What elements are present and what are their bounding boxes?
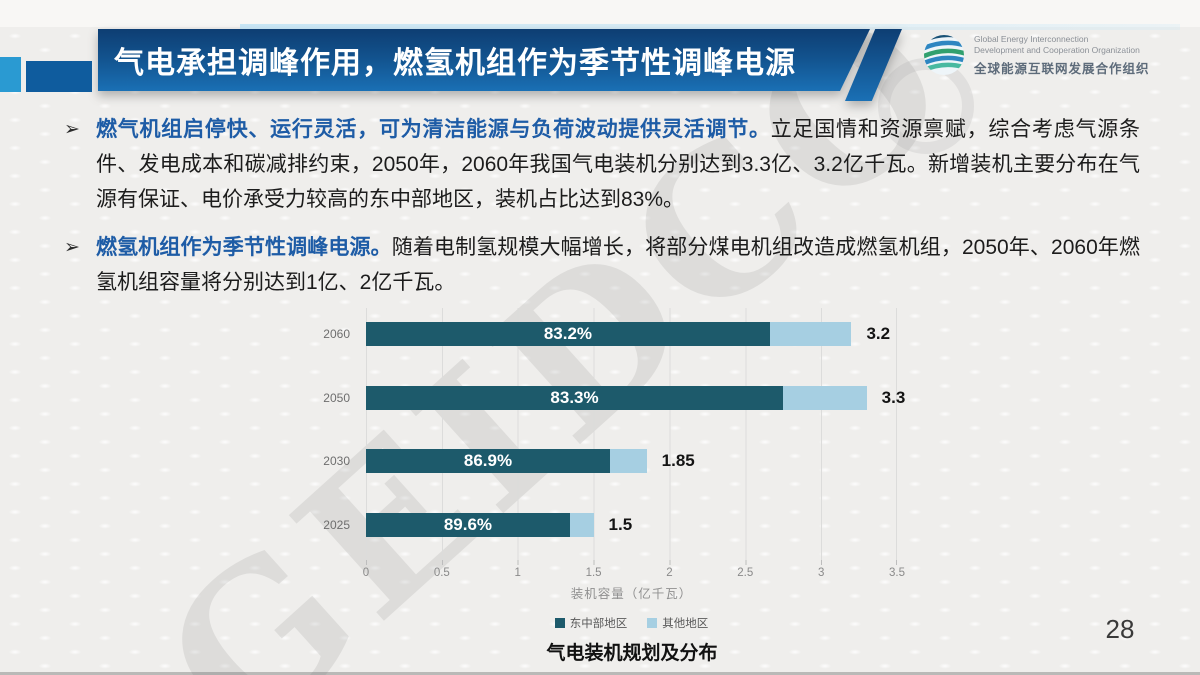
x-tick-label: 0.5	[433, 567, 450, 579]
deco-square-light	[0, 57, 21, 92]
chart-plot-area: 83.2% 3.2 83.3% 3.3 86.9% 1.85 89.6% 1.5	[366, 308, 905, 560]
org-name-en-line1: Global Energy Interconnection	[974, 33, 1089, 44]
bar-row-2025: 89.6% 1.5	[366, 513, 632, 537]
bullet-1-lead: 燃气机组启停快、运行灵活，可为清洁能源与负荷波动提供灵活调节。	[96, 118, 771, 141]
bar-percent-label: 89.6%	[443, 515, 493, 534]
bullet-arrow-icon: ➢	[64, 237, 80, 258]
top-strip	[0, 0, 1200, 27]
bullet-arrow-icon: ➢	[64, 119, 80, 140]
deco-square-dark	[26, 61, 92, 92]
page-number: 28	[1105, 614, 1135, 644]
x-tick-label: 0	[362, 567, 370, 579]
x-tick-label: 3	[817, 567, 825, 579]
org-name-en-line2: Development and Cooperation Organization	[974, 44, 1140, 55]
legend-swatch-icon	[554, 618, 565, 628]
bar-row-2050: 83.3% 3.3	[366, 386, 905, 410]
x-tick-label: 1	[514, 567, 521, 579]
chart-legend: 东中部地区 其他地区	[366, 615, 897, 631]
x-axis-tickmarks	[366, 560, 897, 565]
x-tick-label: 3.5	[889, 567, 905, 579]
bullet-2-rest: 随着电制氢规模大幅增长，将部分煤电机组改造成燃氢机组，2050年、2060年燃氢…	[96, 236, 1141, 294]
bar-segment-main: 89.6%	[366, 513, 570, 537]
bar-total-label: 3.3	[881, 388, 906, 407]
bar-segment-main: 83.3%	[366, 386, 784, 410]
bar-segment-other	[609, 449, 647, 473]
bar-segment-other	[569, 513, 594, 537]
bar-percent-label: 86.9%	[463, 451, 513, 470]
body-text: ➢ 燃气机组启停快、运行灵活，可为清洁能源与负荷波动提供灵活调节。立足国情和资源禀…	[64, 112, 1140, 300]
bullet-2-lead: 燃氢机组作为季节性调峰电源。	[96, 236, 392, 259]
title-banner-body: 气电承担调峰作用，燃氢机组作为季节性调峰电源	[98, 29, 870, 91]
bar-row-2060: 83.2% 3.2	[366, 322, 890, 346]
bar-percent-label: 83.2%	[543, 324, 593, 343]
bullet-2: ➢ 燃氢机组作为季节性调峰电源。随着电制氢规模大幅增长，将部分煤电机组改造成燃氢机…	[64, 230, 1140, 300]
category-label-2050: 2050	[323, 391, 350, 405]
bar-segment-main: 83.2%	[366, 322, 770, 346]
x-tick-label: 1.5	[585, 567, 602, 579]
x-axis-title: 装机容量（亿千瓦）	[570, 587, 693, 601]
bar-segment-other	[769, 322, 852, 346]
org-logo-text: Global Energy Interconnection Developmen…	[974, 34, 1150, 77]
legend-item-other: 其他地区	[647, 615, 708, 631]
org-name-zh: 全球能源互联网发展合作组织	[974, 61, 1150, 76]
bar-segment-main: 86.9%	[366, 449, 610, 473]
category-label-2030: 2030	[323, 454, 350, 468]
globe-icon	[924, 35, 964, 75]
title-banner: 气电承担调峰作用，燃氢机组作为季节性调峰电源	[98, 29, 902, 101]
page-title: 气电承担调峰作用，燃氢机组作为季节性调峰电源	[114, 47, 796, 80]
legend-label: 东中部地区	[569, 618, 628, 630]
x-tick-label: 2.5	[737, 567, 754, 579]
bar-total-label: 1.5	[608, 515, 633, 534]
category-label-2025: 2025	[323, 518, 350, 532]
bar-total-label: 3.2	[866, 324, 891, 343]
x-axis-ticklabels: 0 0.5 1 1.5 2 2.5 3 3.5	[362, 567, 905, 581]
category-label-2060: 2060	[323, 327, 350, 341]
legend-swatch-icon	[647, 618, 658, 628]
banner-glow	[240, 24, 1180, 30]
bullet-1-rest: 立足国情和资源禀赋，综合考虑气源条件、发电成本和碳减排约束，2050年，2060…	[96, 118, 1141, 211]
category-axis: 2060 2050 2030 2025	[296, 308, 358, 560]
legend-item-main: 东中部地区	[554, 615, 628, 631]
legend-label: 其他地区	[662, 618, 709, 630]
bar-total-label: 1.85	[661, 451, 695, 470]
bar-segment-other	[783, 386, 867, 410]
bar-row-2030: 86.9% 1.85	[366, 449, 695, 473]
org-logo: Global Energy Interconnection Developmen…	[922, 33, 1150, 77]
x-tick-label: 2	[666, 567, 673, 579]
slide-bottom-edge	[0, 672, 1200, 675]
chart-caption: 气电装机规划及分布	[546, 643, 718, 664]
bullet-1: ➢ 燃气机组启停快、运行灵活，可为清洁能源与负荷波动提供灵活调节。立足国情和资源禀…	[64, 112, 1140, 217]
bar-percent-label: 83.3%	[550, 388, 599, 407]
